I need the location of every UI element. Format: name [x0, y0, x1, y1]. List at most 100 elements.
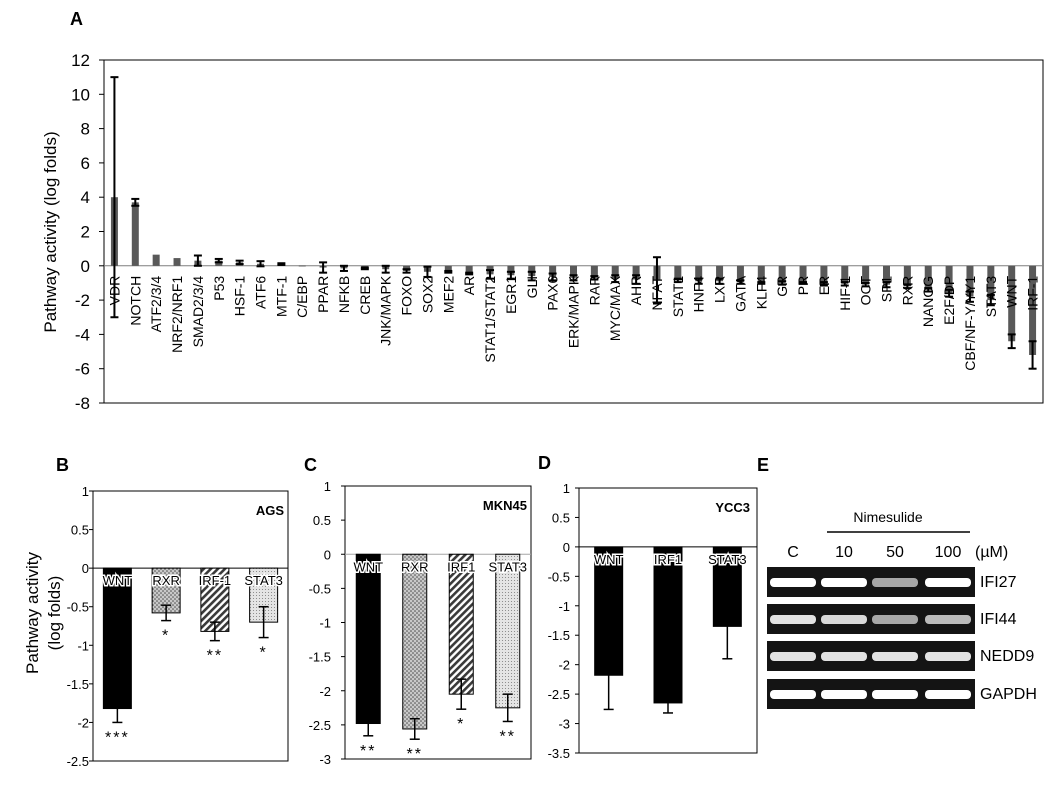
y-tick-label: 0 [563, 540, 570, 555]
panel-label-b: B [56, 455, 69, 475]
category-label: PR [795, 276, 811, 295]
gel-band [821, 578, 867, 587]
significance-mark: ** [407, 746, 423, 763]
category-label: STAT3 [983, 276, 999, 318]
y-tick-label: 8 [81, 120, 90, 139]
y-tick-label: -4 [75, 325, 90, 344]
category-label: C/EBP [294, 276, 310, 318]
panel-a-frame [103, 59, 1044, 404]
category-label: IRF1 [447, 559, 475, 574]
category-label: SOX2 [419, 276, 435, 314]
bar [632, 265, 640, 280]
y-tick-label: 0 [324, 547, 331, 562]
significance-mark: * [260, 645, 268, 662]
gel-band [770, 578, 816, 587]
bar [695, 265, 703, 282]
category-label: NRF2/NRF1 [169, 276, 185, 353]
significance-mark: *** [105, 729, 130, 746]
category-label: RXR [899, 276, 915, 306]
y-tick-label: -2 [319, 684, 331, 699]
y-tick-label: -2 [558, 658, 570, 673]
category-label: NOTCH [127, 276, 143, 326]
category-label: WNT [353, 559, 383, 574]
bar [924, 265, 932, 290]
panel-title: MKN45 [483, 498, 527, 513]
bar [966, 265, 974, 297]
bar [152, 254, 160, 266]
category-label: ATF6 [253, 276, 269, 309]
y-tick-label: -0.5 [67, 600, 89, 615]
y-tick-label: -3 [319, 752, 331, 767]
bar [841, 265, 849, 284]
bar [1008, 265, 1016, 342]
bar [862, 265, 870, 285]
category-label: ER [816, 276, 832, 295]
category-label: P53 [211, 276, 227, 301]
category-label: GR [774, 276, 790, 297]
treatment-label: Nimesulide [853, 509, 922, 525]
y-axis-label-line1: Pathway activity [23, 552, 42, 674]
y-tick-label: -6 [75, 360, 90, 379]
category-label: MYC/MAX [607, 275, 623, 341]
gel-band [925, 578, 971, 587]
category-label: WNT [103, 573, 133, 588]
bar [570, 265, 577, 278]
gel-band [821, 690, 867, 699]
gene-label: NEDD9 [980, 648, 1034, 665]
y-tick-label: -2.5 [309, 718, 331, 733]
panel-label-c: C [304, 455, 317, 475]
y-tick-label: -2.5 [67, 754, 89, 769]
panel-c-chart: 1 0.5 0 -0.5 -1 -1.5 -2 -2.5 -3 MKN45 WNT ** RXR ** IR… [309, 479, 532, 767]
bar [298, 265, 306, 267]
y-tick-label: -2.5 [548, 687, 570, 702]
panel-label-e: E [757, 455, 769, 475]
y-tick-label: -1 [77, 638, 89, 653]
lane-label: C [787, 544, 799, 561]
category-label: HSF-1 [232, 276, 248, 317]
y-axis-label: Pathway activity (log folds) [41, 131, 60, 332]
panel-frame [578, 487, 758, 754]
bar [778, 265, 786, 283]
bar [903, 265, 911, 287]
significance-mark: ** [360, 743, 376, 760]
y-tick-label: -0.5 [309, 581, 331, 596]
category-label: RXR [152, 573, 179, 588]
category-label: LXR [712, 276, 728, 303]
bar [448, 553, 474, 695]
category-label: GATA [732, 275, 748, 312]
category-label: NFAT [649, 275, 665, 310]
category-label: IRF1 [654, 552, 682, 567]
category-label: IRF-1 [199, 573, 232, 588]
significance-mark: ** [500, 728, 516, 745]
bar [945, 265, 953, 294]
category-label: MEF2 [440, 276, 456, 314]
y-tick-label: 10 [71, 85, 90, 104]
y-tick-label: -8 [75, 394, 90, 413]
lane-label: 100 [935, 544, 962, 561]
significance-mark: * [162, 628, 170, 645]
bar [736, 265, 744, 283]
panel-b-chart: 10.50-0.5-1-1.5-2-2.5AGSWNT***RXR*IRF-1*… [23, 484, 289, 769]
gel-band [872, 615, 918, 624]
category-label: IRF-1 [1025, 276, 1041, 311]
lane-label: 50 [886, 544, 904, 561]
category-label: STAT1/STAT2 [482, 276, 498, 363]
panel-a-chart: 12 10 8 6 4 2 0 -2 -4 -6 -8 Pathway activity (log f… [41, 51, 1044, 413]
bar [716, 265, 724, 282]
bar [102, 567, 132, 710]
category-label: PAX6 [545, 276, 561, 311]
y-tick-label: -1.5 [548, 628, 570, 643]
category-label: EGR1 [503, 276, 519, 314]
category-label: MTF-1 [273, 276, 289, 317]
bar [465, 265, 473, 274]
panel-label-d: D [538, 453, 551, 473]
category-label: PPAR [315, 276, 331, 313]
lane-label: 10 [835, 544, 853, 561]
y-tick-label: -1.5 [67, 677, 89, 692]
gel-band [925, 690, 971, 699]
bar [799, 265, 807, 283]
category-label: HNF4 [691, 276, 707, 313]
y-tick-label: 6 [81, 154, 90, 173]
y-axis-label-line2: (log folds) [45, 576, 64, 651]
